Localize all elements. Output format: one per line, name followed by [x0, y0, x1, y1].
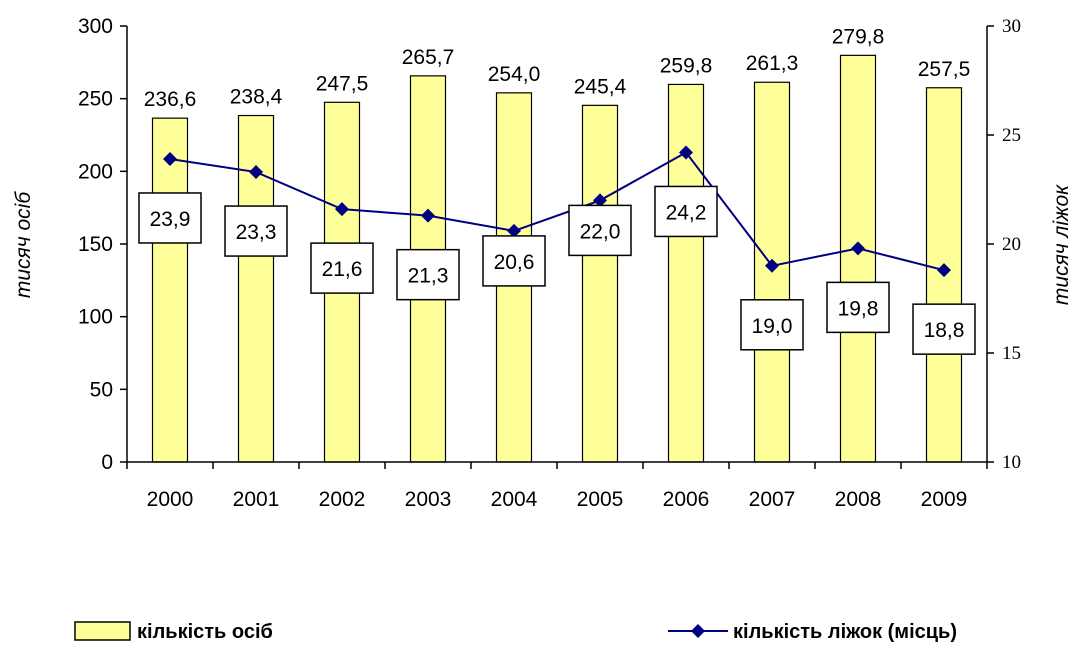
y-tick-label: 100	[78, 306, 113, 329]
y-tick-label: 300	[78, 15, 113, 38]
line-marker	[679, 145, 693, 160]
bar-value-label: 236,6	[144, 88, 197, 111]
line-value-label: 21,3	[408, 265, 449, 288]
x-tick-label: 2001	[233, 488, 280, 511]
bar	[667, 83, 705, 463]
x-tick-label: 2002	[319, 488, 366, 511]
bar-value-label: 254,0	[488, 63, 541, 86]
line-value-box	[568, 204, 632, 257]
line-marker	[335, 202, 349, 217]
line-value-label: 21,6	[322, 258, 363, 281]
axes: 0 50 100 150 200 250 300 10 15 20 25 30 2000 2001 2002…	[78, 15, 1021, 511]
y-tick-label: 50	[90, 378, 113, 401]
y2-axis-title: тисяч ліжок	[1050, 184, 1073, 305]
x-tick-label: 2005	[577, 488, 624, 511]
line-marker	[851, 241, 865, 256]
line-value-box	[396, 248, 460, 301]
line-marker	[765, 258, 779, 273]
line-value-label: 23,9	[150, 208, 191, 231]
x-tick-label: 2004	[491, 488, 538, 511]
y2-tick-label: 10	[1002, 452, 1021, 473]
line-value-box	[654, 185, 718, 238]
line-value-box	[912, 303, 976, 355]
bar-value-label: 257,5	[918, 58, 971, 81]
line-value-label: 20,6	[494, 251, 535, 274]
y-tick-label: 150	[78, 233, 113, 256]
y-tick-label: 250	[78, 88, 113, 111]
line-value-label: 18,8	[924, 319, 965, 342]
line-value-label: 19,0	[752, 315, 793, 338]
line-series	[163, 145, 951, 278]
bar-value-label: 238,4	[230, 86, 283, 109]
line-data-labels: 23,9 23,3 21,6 21,3 20,6 22,0 24,2 19,0 19,8 18,8	[138, 185, 976, 355]
line-value-label: 22,0	[580, 220, 621, 243]
y2-tick-label: 30	[1002, 16, 1021, 37]
line-marker	[249, 165, 263, 180]
x-tick-label: 2006	[663, 488, 710, 511]
line-value-box	[482, 235, 546, 287]
y2-tick-label: 15	[1002, 343, 1021, 364]
bar-value-label: 247,5	[316, 72, 369, 95]
x-tick-label: 2003	[405, 488, 452, 511]
line-value-box	[138, 192, 202, 244]
bar	[151, 117, 189, 463]
legend: кількість осіб кількість ліжок (місць)	[74, 621, 957, 643]
line-marker	[163, 151, 177, 166]
line-value-label: 24,2	[666, 201, 707, 224]
x-tick-label: 2000	[147, 488, 194, 511]
y2-tick-label: 25	[1002, 125, 1021, 146]
bar-value-label: 245,4	[574, 75, 627, 98]
bar-value-label: 279,8	[832, 25, 885, 48]
y-tick-label: 200	[78, 160, 113, 183]
line-value-box	[310, 242, 374, 294]
bar	[581, 104, 619, 463]
legend-label-bars: кількість осіб	[137, 621, 273, 643]
line-value-box	[740, 299, 804, 351]
line-marker	[507, 223, 521, 238]
legend-swatch-bars	[74, 621, 131, 641]
legend-marker	[691, 624, 705, 638]
bar	[839, 54, 877, 463]
line-value-box	[826, 281, 890, 334]
bar-value-label: 261,3	[746, 52, 799, 75]
bar-series	[151, 54, 963, 463]
line-value-label: 23,3	[236, 221, 277, 244]
y-tick-label: 0	[101, 451, 113, 474]
bar-value-label: 259,8	[660, 54, 713, 77]
bar-value-label: 265,7	[402, 46, 455, 69]
x-tick-label: 2008	[835, 488, 882, 511]
line-marker	[593, 193, 607, 208]
line-path	[169, 151, 945, 272]
line-marker	[937, 263, 951, 278]
line-marker	[421, 208, 435, 223]
legend-label-line: кількість ліжок (місць)	[733, 621, 957, 643]
bar-data-labels: 236,6 238,4 247,5 265,7 254,0 245,4 259,8 261,3…	[144, 25, 971, 111]
line-value-box	[224, 205, 288, 257]
y2-tick-label: 20	[1002, 234, 1021, 255]
line-value-label: 19,8	[838, 297, 879, 320]
y-axis-title: тисяч осіб	[12, 191, 35, 298]
x-tick-label: 2007	[749, 488, 796, 511]
x-tick-label: 2009	[921, 488, 968, 511]
